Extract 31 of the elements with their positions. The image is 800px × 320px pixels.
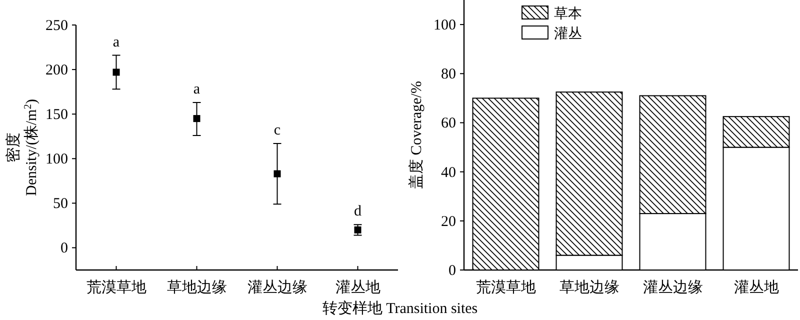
y-tick-label: 250 [46, 18, 68, 34]
annotation: a [112, 34, 120, 50]
legend-label: 草本 [554, 6, 582, 22]
y-tick-label: 20 [441, 214, 456, 230]
y-tick-label: 0 [448, 263, 456, 279]
x-tick-label: 荒漠草地 [476, 279, 536, 296]
y-tick-label: 60 [441, 116, 456, 132]
y-tick-label: 100 [46, 152, 68, 168]
x-tick-label: 草地边缘 [559, 279, 620, 296]
x-tick-label: 灌丛地 [335, 279, 380, 296]
y-tick-label: 40 [441, 164, 456, 181]
point [274, 170, 281, 178]
x-tick-label: 草地边缘 [166, 279, 227, 296]
x-tick-label: 灌丛边缘 [247, 279, 308, 296]
y-axis-title: 盖度 Coverage/% [408, 81, 425, 189]
point [112, 68, 120, 76]
annotation: a [193, 82, 200, 98]
annotation: c [274, 122, 281, 138]
x-tick-label: 荒漠草地 [86, 279, 146, 296]
y-tick-label: 200 [46, 62, 68, 79]
y-tick-label: 100 [434, 18, 456, 34]
x-tick-label: 灌丛边缘 [642, 279, 703, 296]
annotation: d [354, 204, 362, 220]
y-tick-label: 50 [53, 196, 68, 212]
y-tick-label: 150 [46, 107, 68, 124]
y-tick-label: 0 [60, 240, 68, 257]
x-tick-label: 灌丛地 [734, 279, 779, 296]
x-axis-title: 转变样地 Transition sites [322, 300, 478, 317]
y-tick-label: 80 [441, 66, 456, 83]
legend-label: 灌丛 [554, 26, 582, 42]
point [193, 115, 200, 122]
